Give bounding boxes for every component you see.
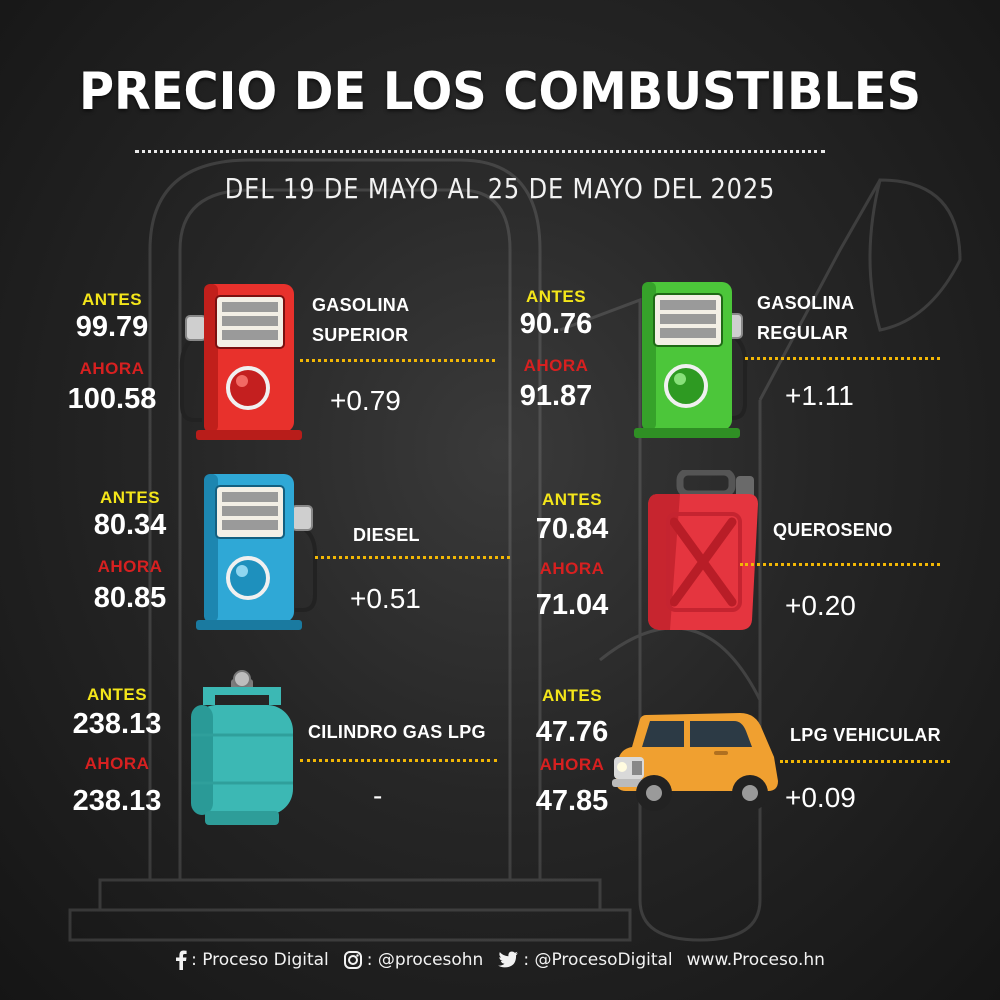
- price-change: -: [373, 780, 383, 811]
- fuel-name-line1: GASOLINA: [757, 293, 855, 313]
- before-price: 90.76: [519, 308, 593, 340]
- car-icon: [612, 713, 778, 811]
- fuel-name-line1: CILINDRO GAS LPG: [308, 722, 486, 742]
- fuel-name-line2: REGULAR: [757, 323, 849, 343]
- now-price: 91.87: [519, 380, 593, 412]
- before-label: ANTES: [99, 488, 161, 507]
- title-divider: [135, 150, 825, 153]
- now-price: 71.04: [535, 589, 609, 621]
- dotted-divider: [300, 359, 495, 362]
- fuel-name-line1: DIESEL: [353, 525, 420, 545]
- before-price: 80.34: [93, 509, 167, 541]
- instagram-icon: [343, 951, 362, 969]
- before-label: ANTES: [81, 290, 143, 309]
- now-label: AHORA: [84, 754, 150, 773]
- website-text: www.Proceso.hn: [686, 950, 825, 970]
- before-price: 47.76: [535, 716, 609, 748]
- now-price: 100.58: [67, 383, 157, 415]
- before-price: 238.13: [72, 708, 162, 740]
- before-label: ANTES: [525, 287, 587, 306]
- price-change: +0.20: [785, 590, 856, 621]
- fuel-name: GASOLINA SUPERIOR: [312, 290, 409, 350]
- jerry-can-icon: [648, 470, 758, 630]
- instagram-handle[interactable]: : @procesohn: [343, 950, 484, 970]
- price-change: +0.09: [785, 782, 856, 813]
- before-price: 70.84: [535, 513, 609, 545]
- twitter-text: : @ProcesoDigital: [523, 950, 673, 970]
- gas-cylinder-icon: [191, 670, 293, 825]
- blue-fuel-pump-icon: [196, 474, 318, 630]
- fuel-name: DIESEL: [353, 520, 420, 550]
- dotted-divider: [740, 563, 940, 566]
- fuel-name-line1: GASOLINA: [312, 295, 410, 315]
- dotted-divider: [315, 556, 510, 559]
- now-label: AHORA: [523, 356, 589, 375]
- before-label: ANTES: [541, 686, 603, 705]
- price-change: +1.11: [785, 380, 854, 411]
- date-range: DEL 19 DE MAYO AL 25 DE MAYO DEL 2025: [224, 172, 776, 205]
- fuel-name-line1: QUEROSENO: [773, 520, 893, 540]
- now-label: AHORA: [539, 559, 605, 578]
- page-title: PRECIO DE LOS COMBUSTIBLES: [78, 62, 922, 122]
- fuel-name: CILINDRO GAS LPG: [308, 717, 486, 747]
- twitter-icon: [498, 951, 519, 968]
- price-change: +0.79: [330, 385, 401, 416]
- now-price: 238.13: [72, 785, 162, 817]
- facebook-text: : Proceso Digital: [191, 950, 329, 970]
- fuel-name: GASOLINA REGULAR: [757, 288, 854, 348]
- now-label: AHORA: [97, 557, 163, 576]
- now-price: 80.85: [93, 582, 167, 614]
- before-label: ANTES: [86, 685, 148, 704]
- dotted-divider: [780, 760, 950, 763]
- now-label: AHORA: [539, 755, 605, 774]
- dotted-divider: [745, 357, 940, 360]
- fuel-name: QUEROSENO: [773, 515, 893, 545]
- red-fuel-pump-icon: [179, 284, 302, 440]
- twitter-handle[interactable]: : @ProcesoDigital: [497, 950, 673, 970]
- green-fuel-pump-icon: [634, 282, 748, 438]
- instagram-text: : @procesohn: [366, 950, 484, 970]
- website-link[interactable]: www.Proceso.hn: [687, 950, 825, 970]
- social-footer: : Proceso Digital : @procesohn : @Proces…: [0, 947, 1000, 973]
- fuel-name-line1: LPG VEHICULAR: [790, 725, 941, 745]
- now-price: 47.85: [535, 785, 609, 817]
- facebook-icon: [176, 950, 187, 970]
- fuel-name: LPG VEHICULAR: [790, 720, 941, 750]
- now-label: AHORA: [79, 359, 145, 378]
- dotted-divider: [300, 759, 497, 762]
- facebook-handle[interactable]: : Proceso Digital: [175, 950, 329, 970]
- price-change: +0.51: [350, 583, 421, 614]
- fuel-name-line2: SUPERIOR: [312, 325, 409, 345]
- before-label: ANTES: [541, 490, 603, 509]
- before-price: 99.79: [75, 311, 149, 343]
